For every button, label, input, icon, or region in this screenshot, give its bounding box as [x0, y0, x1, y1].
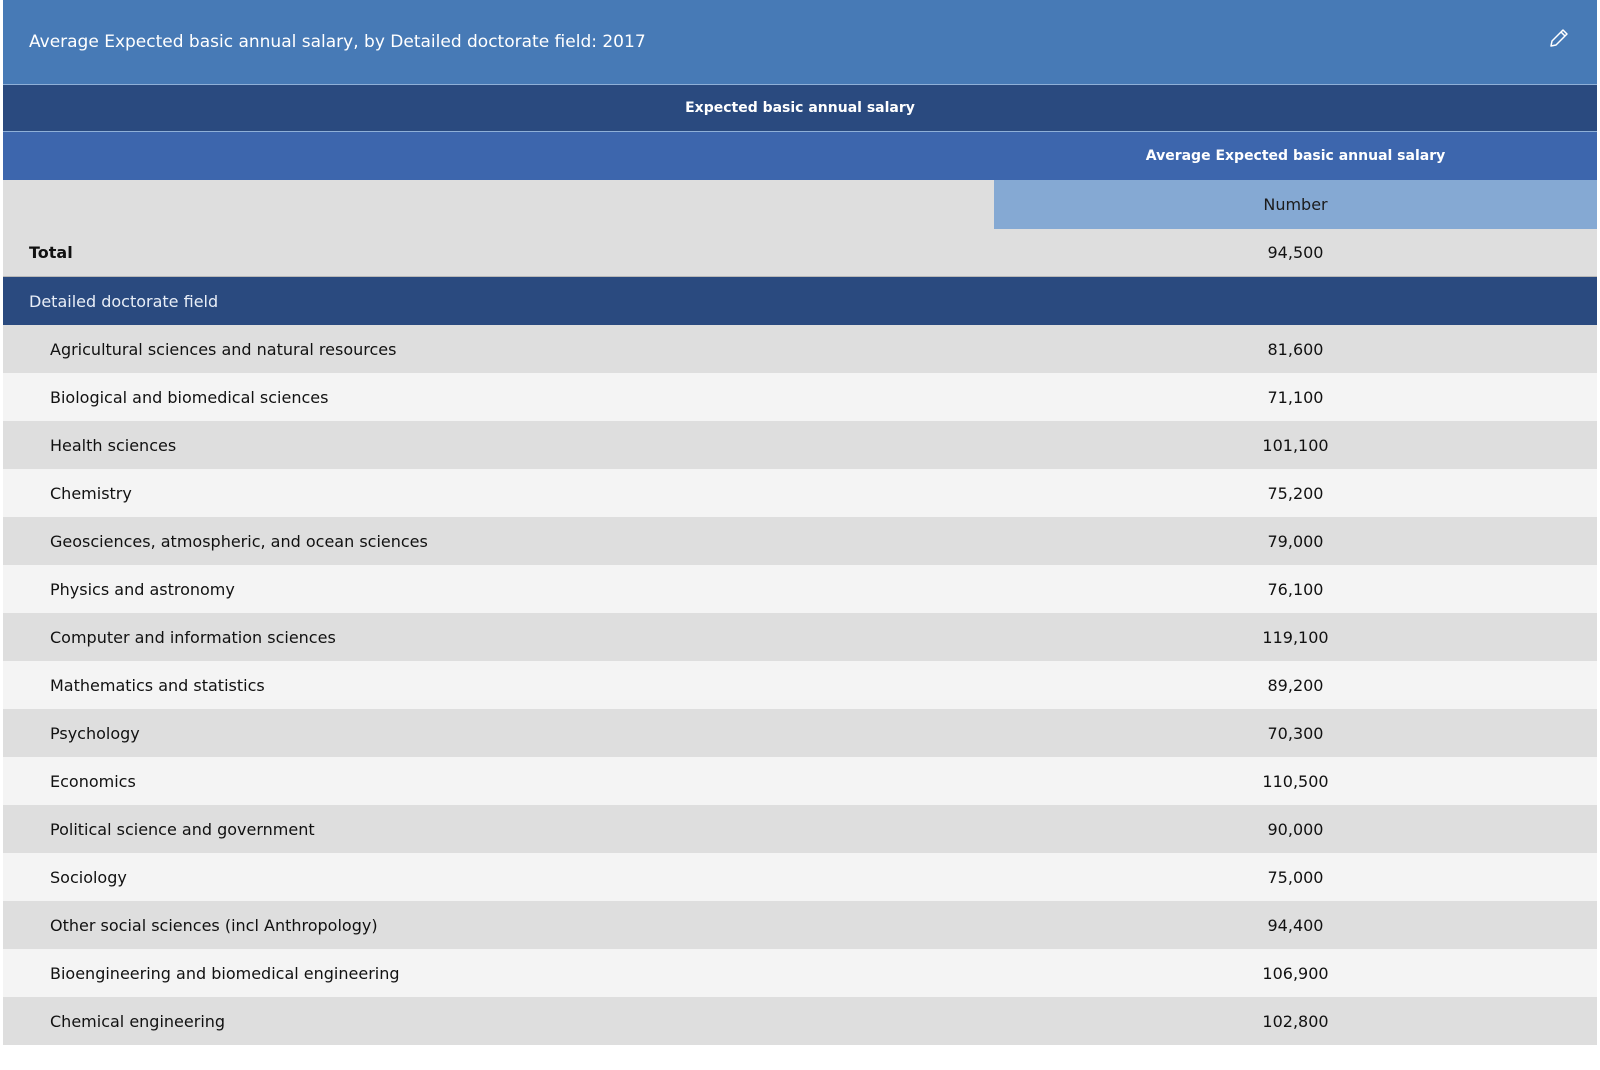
total-value: 94,500: [1267, 243, 1324, 262]
row-value: 119,100: [1262, 627, 1329, 647]
table-row: Political science and government 90,000: [3, 805, 1597, 853]
row-value: 94,400: [1267, 915, 1324, 935]
salary-table-panel: Average Expected basic annual salary, by…: [3, 0, 1597, 1070]
row-value: 70,300: [1267, 723, 1324, 743]
row-label: Psychology: [50, 723, 140, 743]
unit-header: Number: [3, 180, 1597, 229]
row-label: Economics: [50, 771, 136, 791]
row-label: Physics and astronomy: [50, 579, 235, 599]
table-row: Physics and astronomy 76,100: [3, 565, 1597, 613]
unit-header-cell: Number: [994, 180, 1597, 229]
table-row: Computer and information sciences 119,100: [3, 613, 1597, 661]
table-row: Chemistry 75,200: [3, 469, 1597, 517]
page-title: Average Expected basic annual salary, by…: [29, 32, 646, 52]
row-label: Political science and government: [50, 819, 315, 839]
pencil-icon[interactable]: [1547, 26, 1571, 50]
measure-header-cell: Average Expected basic annual salary: [994, 132, 1597, 180]
measure-header: Average Expected basic annual salary: [3, 132, 1597, 180]
section-header: Detailed doctorate field: [3, 277, 1597, 325]
table-row: Sociology 75,000: [3, 853, 1597, 901]
row-label: Computer and information sciences: [50, 627, 336, 647]
row-label: Sociology: [50, 867, 127, 887]
row-value: 81,600: [1267, 339, 1324, 359]
row-label: Health sciences: [50, 435, 177, 455]
row-value: 110,500: [1262, 771, 1329, 791]
row-label: Chemical engineering: [50, 1011, 226, 1031]
row-value: 102,800: [1262, 1011, 1329, 1031]
row-value: 75,200: [1267, 483, 1324, 503]
row-value: 71,100: [1267, 387, 1324, 407]
total-label: Total: [29, 243, 73, 262]
table-row: Biological and biomedical sciences 71,100: [3, 373, 1597, 421]
table-row: Agricultural sciences and natural resour…: [3, 325, 1597, 373]
row-label: Mathematics and statistics: [50, 675, 265, 695]
table-row: Health sciences 101,100: [3, 421, 1597, 469]
row-label: Geosciences, atmospheric, and ocean scie…: [50, 531, 428, 551]
table-row: Geosciences, atmospheric, and ocean scie…: [3, 517, 1597, 565]
row-value: 106,900: [1262, 963, 1329, 983]
row-value: 76,100: [1267, 579, 1324, 599]
row-value: 79,000: [1267, 531, 1324, 551]
row-label: Agricultural sciences and natural resour…: [50, 339, 397, 359]
row-value: 90,000: [1267, 819, 1324, 839]
row-value: 101,100: [1262, 435, 1329, 455]
table-row: Economics 110,500: [3, 757, 1597, 805]
total-row: Total 94,500: [3, 229, 1597, 277]
measure-header-label: Average Expected basic annual salary: [1145, 148, 1446, 164]
table-row: Chemical engineering 102,800: [3, 997, 1597, 1045]
group-header-label: Expected basic annual salary: [685, 100, 915, 116]
table-row: Psychology 70,300: [3, 709, 1597, 757]
table-row: Bioengineering and biomedical engineerin…: [3, 949, 1597, 997]
row-label: Biological and biomedical sciences: [50, 387, 329, 407]
row-label: Bioengineering and biomedical engineerin…: [50, 963, 400, 983]
row-label: Chemistry: [50, 483, 132, 503]
table-row: Mathematics and statistics 89,200: [3, 661, 1597, 709]
table-row: Other social sciences (incl Anthropology…: [3, 901, 1597, 949]
row-value: 75,000: [1267, 867, 1324, 887]
section-label: Detailed doctorate field: [29, 291, 219, 311]
group-header: Expected basic annual salary: [3, 84, 1597, 132]
title-bar: Average Expected basic annual salary, by…: [3, 0, 1597, 84]
table-body: Agricultural sciences and natural resour…: [3, 325, 1597, 1045]
row-label: Other social sciences (incl Anthropology…: [50, 915, 378, 935]
unit-header-label: Number: [1263, 195, 1328, 214]
row-value: 89,200: [1267, 675, 1324, 695]
